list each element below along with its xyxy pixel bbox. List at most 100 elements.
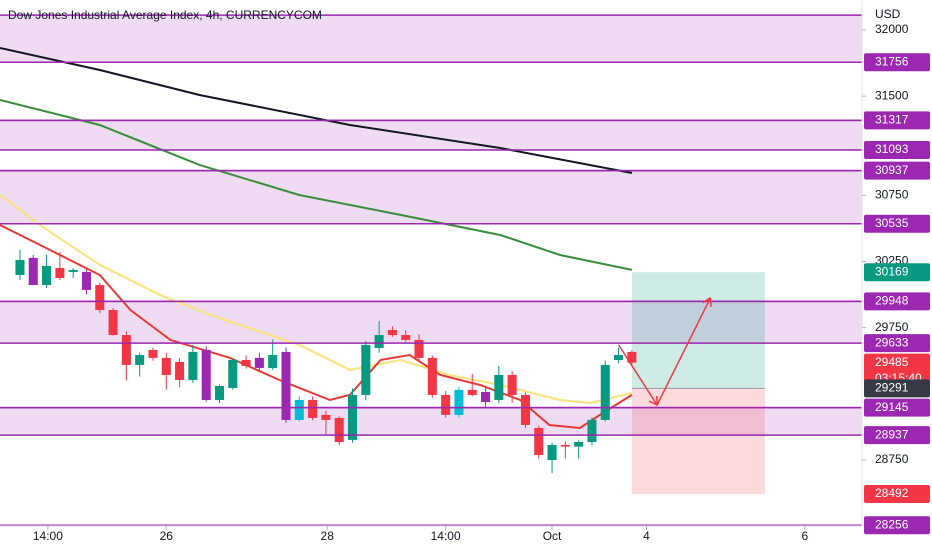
candle-body (534, 427, 544, 455)
candle-body (254, 357, 264, 368)
price-badge-label: 29948 (875, 294, 909, 308)
price-badge-label: 28937 (875, 427, 909, 441)
candle-body (494, 374, 504, 400)
price-badge-label: 30535 (875, 216, 909, 230)
candle-body (268, 354, 278, 368)
zone (0, 170, 862, 224)
x-tick-label: 6 (801, 529, 808, 543)
price-badge-label: 29291 (875, 380, 909, 394)
price-badge (864, 263, 930, 282)
candle-body (414, 339, 424, 358)
candle-body (361, 344, 371, 395)
candle-body (347, 394, 358, 440)
candle-body (600, 364, 610, 420)
arrow-head (709, 297, 712, 307)
candle-body (281, 351, 291, 420)
candle-body (161, 357, 171, 375)
candle-body (520, 394, 530, 425)
candle-body (481, 392, 491, 402)
moving-average (0, 99, 633, 271)
candle-body (587, 419, 597, 443)
candle-body (401, 335, 411, 340)
price-badge-label: 30169 (875, 264, 909, 278)
candle-body (228, 360, 238, 388)
moving-average (0, 194, 633, 405)
candle-body (387, 329, 397, 336)
candle-body (68, 269, 78, 272)
candle-body (614, 354, 624, 361)
y-tick-label: 32000 (875, 22, 909, 36)
price-badge (864, 353, 930, 388)
price-badge-label: 30937 (875, 163, 909, 177)
price-badge-label: 29485 (875, 355, 909, 369)
price-badge-label: 31093 (875, 142, 909, 156)
price-badge (864, 516, 930, 535)
x-tick-label: 26 (160, 529, 174, 543)
candle-body (175, 361, 185, 380)
price-badge (864, 140, 930, 159)
candle-body (55, 267, 65, 279)
price-badge-label: 29145 (875, 400, 909, 414)
target-zone (631, 272, 765, 389)
candle-body (627, 351, 637, 363)
x-tick-label: 28 (321, 529, 335, 543)
x-tick-label: 4 (643, 529, 650, 543)
zone (0, 15, 862, 63)
candle-body (427, 357, 437, 395)
zone (0, 120, 862, 150)
chart-title: Dow Jones Industrial Average Index, 4h, … (8, 8, 322, 22)
candle-body (560, 444, 570, 447)
price-badge (864, 161, 930, 180)
price-badge (864, 426, 930, 445)
candle-body (574, 442, 584, 447)
price-badge (864, 292, 930, 311)
arrow-head (702, 297, 711, 304)
x-tick-label: 14:00 (431, 529, 461, 543)
price-badge (864, 334, 930, 353)
candle-body (547, 444, 557, 461)
candle-body (95, 285, 105, 311)
price-badge-label: 28256 (875, 517, 909, 531)
price-badge-label: 29633 (875, 335, 909, 349)
plot-area (0, 14, 862, 526)
zone (0, 407, 862, 436)
y-tick-label: 28750 (875, 452, 909, 466)
y-tick-label: 31500 (875, 88, 909, 102)
x-tick-label: 14:00 (33, 529, 63, 543)
currency-label: USD (875, 7, 901, 21)
price-badge (864, 53, 930, 72)
price-badge-label: 31756 (875, 54, 909, 68)
y-tick-label: 30750 (875, 188, 909, 202)
candle-body (188, 351, 198, 380)
price-badge-label: 31317 (875, 113, 909, 127)
candle-body (121, 335, 131, 365)
candle-body (507, 374, 517, 395)
price-badge (864, 398, 930, 417)
price-badge (864, 111, 930, 130)
candle-body (374, 335, 384, 348)
candle-body (321, 414, 331, 420)
candle-body (28, 257, 38, 286)
candle-body (42, 265, 52, 286)
price-badge (864, 379, 930, 398)
price-badge (864, 214, 930, 233)
candle-body (201, 349, 211, 400)
candle-body (334, 417, 344, 443)
price-badge (864, 484, 930, 503)
candle-body (135, 354, 145, 365)
candle-body (15, 260, 25, 275)
moving-average (0, 47, 633, 174)
arrow-head (648, 400, 658, 406)
candle-body (108, 310, 118, 336)
candle-body (454, 389, 464, 415)
candle-body (467, 389, 477, 395)
candle-body (81, 271, 91, 290)
candle-body (308, 399, 318, 418)
candle-body (294, 399, 304, 420)
candle-body (241, 360, 251, 366)
y-tick-label: 29750 (875, 320, 909, 334)
candle-body (441, 394, 451, 415)
